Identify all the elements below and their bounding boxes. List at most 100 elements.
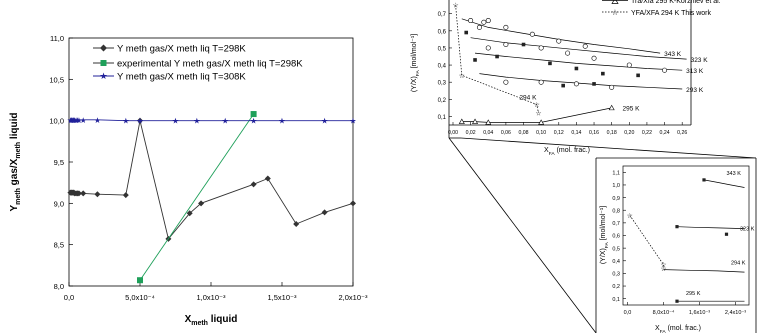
triangle-point [608,104,615,111]
inset-y-axis: 0,1 0,2 0,3 0,4 0,5 0,6 0,7 0,8 0,9 1,0 1,1 [612,171,626,303]
star-point: ★ [94,116,101,125]
right-chart: 0,10,20,30,40,50,60,7 0,00 0,02 0,04 0,06 0,… [411,0,721,157]
legend-label-308k: Y meth gas/X meth liq T=308K [117,72,246,83]
inset-filled-point [675,225,679,229]
star-open-point: ☆ [534,101,540,109]
right-y-tick-label: 0,6 [438,29,447,35]
filled-square-point [592,82,596,86]
inset-y-tick-label: 0,8 [612,208,620,214]
open-circle-point [468,18,474,24]
inset-y-tick-label: 0,7 [612,221,620,227]
right-x-tick-label: 0,10 [536,130,546,136]
legend-label-korzniev: Tra/Xfa 295 K-Korzniev et al. [631,0,721,5]
star-point: ★ [278,117,285,126]
star-point: ★ [321,117,328,126]
left-x-tick-label: 5,0x10⁻⁴ [125,293,155,302]
inset-fit-curve [676,226,745,229]
right-curve-label: 323 K [691,57,709,64]
diamond-point [250,181,257,188]
left-x-axis: 0,0 5,0x10⁻⁴ 1,0x10⁻³ 1,5x10⁻³ 2,0x10⁻³ [64,282,368,302]
filled-square-point [636,73,640,78]
filled-square-point [464,30,469,35]
star-open-point: ☆ [535,110,541,118]
inset-star-point: ☆ [660,261,666,269]
right-y-tick-label: 0,5 [438,46,447,52]
right-x-tick-label: 0,04 [483,130,493,136]
right-x-tick-label: 0,22 [642,130,652,136]
open-circle-point [503,42,509,48]
diamond-point [75,190,82,197]
filled-square-point [521,42,526,47]
right-x-tick-label: 0,08 [518,130,528,136]
right-fit-curve [479,73,683,90]
inset-y-tick-label: 0,4 [612,259,620,265]
inset-y-tick-label: 1,0 [612,183,620,189]
open-circle-point [609,84,615,90]
open-circle-point [503,24,509,30]
right-x-tick-label: 0,18 [607,130,617,136]
open-circle-point [573,81,579,87]
filled-square-point [601,71,605,76]
open-circle-point [538,79,544,85]
left-series-line-1 [139,113,254,281]
inset-filled-point [702,178,706,182]
inset-x-tick-label: 2,4x10⁻³ [725,310,746,316]
right-x-tick-label: 0,06 [501,130,511,136]
open-circle-point [662,67,668,73]
star-point: ★ [71,116,78,125]
open-circle-point [591,55,597,61]
diamond-point [186,210,193,217]
filled-square-point [561,83,565,88]
right-fit-curve [474,52,683,71]
right-x-tick-label: 0,24 [660,130,670,136]
open-circle-point [481,19,487,25]
right-y-axis-title: (Y/X)FA [mol/mol⁻¹] [411,34,421,92]
star-point: ★ [222,117,229,126]
right-curve-label: 343 K [664,51,682,58]
star-point: ★ [122,117,129,126]
diamond-point [350,200,356,207]
inset-x-tick-label: 0,0 [624,310,632,316]
triangle-point [485,119,492,125]
right-x-tick-label: 0,02 [466,130,476,136]
inset-fit-curve [663,269,745,273]
inset-star-point: ☆ [627,212,633,220]
right-x-tick-label: 0,26 [677,130,687,136]
right-x-axis-title: XFA (mol. frac.) [544,147,590,157]
open-circle-point [582,43,588,49]
filled-square-point [473,58,477,62]
right-curve-label: 313 K [686,68,704,75]
left-chart: 8,0 8,5 9,0 9,5 10,0 10,5 11,0 0,0 5,0x10⁻⁴ 1,0x… [9,34,368,327]
inset-curve-label: 295 K [686,291,701,297]
left-x-tick-label: 2,0x10⁻³ [339,293,368,302]
open-circle-point [485,18,491,24]
right-legend: Tra/Xfa 295 K-Korzniev et al. ☆ YFA/XFA … [602,0,721,17]
star-point: ★ [68,116,75,125]
star-open-point: ☆ [459,72,465,80]
left-x-tick-label: 0,0 [64,293,74,302]
inset-star-point: ☆ [660,265,666,273]
legend-label-this-work: YFA/XFA 294 K This work [631,10,712,17]
diamond-point [198,200,205,207]
inset-y-tick-label: 0,6 [612,234,620,240]
left-y-axis: 8,0 8,5 9,0 9,5 10,0 10,5 11,0 [49,34,73,291]
inset-y-tick-label: 0,9 [612,196,620,202]
inset-curve-label: 323 K [740,226,755,232]
inset-curve-label: 343 K [727,171,742,177]
left-y-tick-label: 8,5 [54,241,64,250]
left-y-tick-label: 8,0 [54,282,64,291]
open-circle-point [503,79,509,85]
open-circle-point [485,45,491,51]
star-point: ★ [75,116,82,125]
inset-y-tick-label: 0,3 [612,272,620,278]
inset-fit-curve [703,179,745,188]
star-point: ★ [74,116,81,125]
right-x-tick-label: 0,00 [448,130,458,136]
star-point: ★ [68,116,75,125]
diamond-point [264,175,271,182]
left-y-tick-label: 10,0 [49,117,64,126]
inset-x-axis: 0,0 8,0x10⁻⁴ 1,6x10⁻³ 2,4x10⁻³ [624,302,746,316]
legend-marker-diamond [100,44,107,52]
triangle-point [458,118,465,124]
